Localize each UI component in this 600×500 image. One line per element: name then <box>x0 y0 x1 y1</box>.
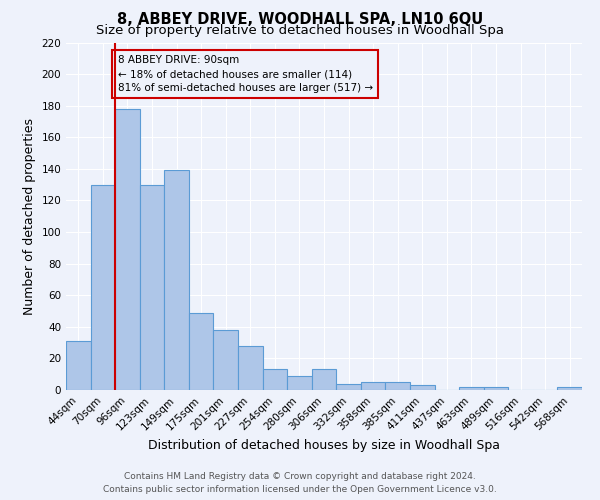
Bar <box>361 382 385 390</box>
Bar <box>91 184 115 390</box>
Y-axis label: Number of detached properties: Number of detached properties <box>23 118 36 315</box>
Bar <box>115 109 140 390</box>
X-axis label: Distribution of detached houses by size in Woodhall Spa: Distribution of detached houses by size … <box>148 438 500 452</box>
Bar <box>189 312 214 390</box>
Bar <box>238 346 263 390</box>
Bar <box>140 184 164 390</box>
Bar <box>164 170 189 390</box>
Bar <box>214 330 238 390</box>
Bar <box>263 370 287 390</box>
Bar <box>410 386 434 390</box>
Bar <box>66 341 91 390</box>
Bar <box>484 387 508 390</box>
Text: 8 ABBEY DRIVE: 90sqm
← 18% of detached houses are smaller (114)
81% of semi-deta: 8 ABBEY DRIVE: 90sqm ← 18% of detached h… <box>118 55 373 93</box>
Text: Size of property relative to detached houses in Woodhall Spa: Size of property relative to detached ho… <box>96 24 504 37</box>
Bar <box>287 376 312 390</box>
Bar <box>312 370 336 390</box>
Bar <box>557 387 582 390</box>
Bar <box>385 382 410 390</box>
Text: Contains HM Land Registry data © Crown copyright and database right 2024.
Contai: Contains HM Land Registry data © Crown c… <box>103 472 497 494</box>
Text: 8, ABBEY DRIVE, WOODHALL SPA, LN10 6QU: 8, ABBEY DRIVE, WOODHALL SPA, LN10 6QU <box>117 12 483 26</box>
Bar <box>336 384 361 390</box>
Bar <box>459 387 484 390</box>
